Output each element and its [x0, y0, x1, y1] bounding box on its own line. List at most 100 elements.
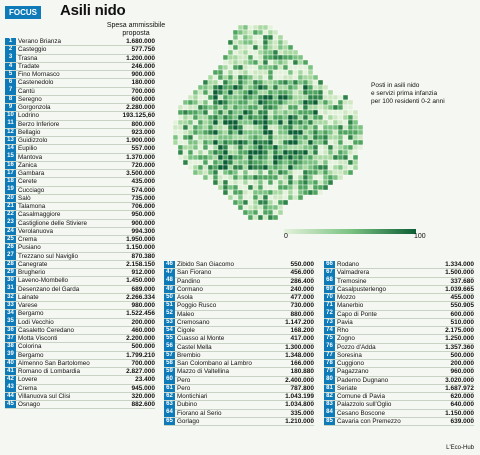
map-municipality-cell [282, 64, 289, 71]
map-municipality-cell [267, 184, 274, 191]
map-municipality-cell [337, 164, 344, 171]
map-municipality-cell [202, 114, 209, 121]
municipality-name: Cucciago [18, 186, 45, 194]
rank-badge: 21 [5, 202, 16, 211]
map-municipality-cell [242, 144, 249, 151]
map-municipality-cell [187, 129, 194, 136]
map-municipality-cell [207, 174, 214, 181]
map-municipality-cell [232, 169, 239, 176]
map-municipality-cell [217, 119, 224, 126]
map-municipality-cell [232, 89, 239, 96]
map-municipality-cell [212, 179, 219, 186]
rank-badge: 81 [324, 384, 335, 393]
rank-badge: 79 [324, 368, 335, 376]
map-municipality-cell [272, 189, 279, 196]
map-municipality-cell [307, 189, 314, 196]
map-municipality-cell [242, 54, 249, 61]
map-municipality-cell [322, 84, 329, 91]
map-municipality-cell [262, 189, 269, 196]
map-municipality-cell [287, 119, 294, 126]
map-municipality-cell [257, 169, 264, 176]
map-municipality-cell [302, 94, 309, 101]
rank-badge: 42 [5, 376, 16, 384]
map-municipality-cell [342, 119, 349, 126]
map-municipality-cell [182, 149, 189, 156]
map-municipality-cell [252, 209, 259, 216]
map-municipality-cell [197, 124, 204, 131]
municipality-name: Cavaria con Premezzo [337, 417, 401, 425]
map-municipality-cell [272, 199, 279, 206]
table-row: 20 Salò 735.000 [5, 194, 155, 203]
map-municipality-cell [317, 179, 324, 186]
map-municipality-cell [277, 174, 284, 181]
map-municipality-cell [302, 89, 309, 96]
map-municipality-cell [187, 109, 194, 116]
map-municipality-cell [297, 179, 304, 186]
map-municipality-cell [217, 149, 224, 156]
table-row: 81 Seriate 1.687.972 [324, 384, 474, 393]
rank-badge: 65 [164, 417, 175, 426]
map-municipality-cell [302, 64, 309, 71]
map-municipality-cell [247, 49, 254, 56]
map-municipality-cell [247, 44, 254, 51]
map-municipality-cell [292, 174, 299, 181]
map-municipality-cell [232, 64, 239, 71]
funding-value: 510.000 [450, 318, 475, 326]
map-municipality-cell [307, 174, 314, 181]
municipality-name: Pagazzano [337, 368, 369, 376]
map-municipality-cell [317, 184, 324, 191]
map-municipality-cell [207, 119, 214, 126]
map-municipality-cell [197, 84, 204, 91]
map-municipality-cell [342, 144, 349, 151]
map-municipality-cell [237, 164, 244, 171]
rank-badge: 33 [5, 301, 16, 310]
map-municipality-cell [192, 169, 199, 176]
map-municipality-cell [242, 59, 249, 66]
map-municipality-cell [262, 24, 269, 31]
municipality-name: Trezzano sul Naviglio [18, 252, 78, 260]
funding-value: 912.000 [131, 269, 156, 277]
map-municipality-cell [267, 99, 274, 106]
map-municipality-cell [222, 79, 229, 86]
map-municipality-cell [237, 174, 244, 181]
map-municipality-cell [177, 139, 184, 146]
map-municipality-cell [237, 169, 244, 176]
map-municipality-cell [337, 124, 344, 131]
map-municipality-cell [297, 84, 304, 91]
map-municipality-cell [262, 124, 269, 131]
funding-value: 1.147.200 [285, 318, 314, 326]
rank-badge: 17 [5, 169, 16, 178]
map-municipality-cell [227, 129, 234, 136]
map-municipality-cell [207, 84, 214, 91]
map-municipality-cell [302, 189, 309, 196]
map-municipality-cell [247, 164, 254, 171]
map-municipality-cell [267, 29, 274, 36]
map-municipality-cell [247, 204, 254, 211]
map-municipality-cell [232, 114, 239, 121]
map-municipality-cell [297, 79, 304, 86]
funding-value: 1.348.000 [285, 351, 314, 359]
map-municipality-cell [262, 99, 269, 106]
map-municipality-cell [217, 174, 224, 181]
map-municipality-cell [267, 129, 274, 136]
map-municipality-cell [237, 39, 244, 46]
map-municipality-cell [177, 119, 184, 126]
map-municipality-cell [262, 139, 269, 146]
map-municipality-cell [262, 114, 269, 121]
rank-badge: 26 [5, 244, 16, 252]
rank-badge: 3 [5, 54, 16, 62]
map-municipality-cell [267, 134, 274, 141]
rank-badge: 48 [164, 277, 175, 285]
map-municipality-cell [222, 169, 229, 176]
funding-value: 945.000 [131, 384, 156, 392]
map-municipality-cell [327, 179, 334, 186]
map-municipality-cell [252, 24, 259, 31]
municipality-name: Crema [18, 384, 37, 392]
map-municipality-cell [287, 89, 294, 96]
municipality-name: Canegrate [18, 260, 48, 268]
map-municipality-cell [297, 144, 304, 151]
map-municipality-cell [212, 169, 219, 176]
map-municipality-cell [232, 69, 239, 76]
map-municipality-cell [227, 154, 234, 161]
map-municipality-cell [332, 114, 339, 121]
